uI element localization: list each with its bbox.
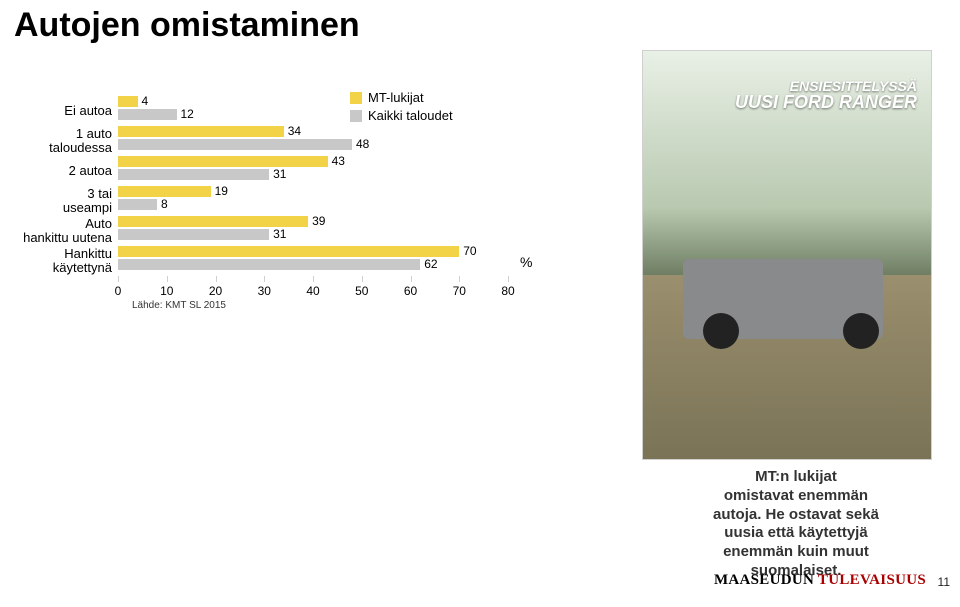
bar-group: 198 [118,186,508,210]
bar-group: 4331 [118,156,508,180]
category-label: Hankittukäytettynä [0,246,112,276]
info-line: autoja. He ostavat sekä [713,506,879,523]
axis-tick-label: 40 [306,284,319,298]
promo-headline-line1: ENSIESITTELYSSÄ [735,79,917,93]
axis-tick [264,276,265,282]
axis-unit-label: % [520,254,532,270]
category-label: 1 autotaloudessa [0,126,112,156]
info-line: uusia että käytettyjä [724,524,867,541]
footer-brand: MAASEUDUN TULEVAISUUS [714,572,926,589]
promo-headline: ENSIESITTELYSSÄ UUSI FORD RANGER [735,79,917,111]
bar-value-label: 19 [215,184,228,198]
bar-group: 3448 [118,126,508,150]
chart-source: Lähde: KMT SL 2015 [132,300,226,311]
axis-tick [362,276,363,282]
axis-tick [459,276,460,282]
bar: 12 [118,109,177,120]
info-line: MT:n lukijat [755,468,837,485]
bar-value-label: 48 [356,137,369,151]
page-title: Autojen omistaminen [14,6,360,45]
axis-tick-label: 0 [115,284,122,298]
x-axis: 01020304050607080 [118,276,508,290]
bar-group: 7062 [118,246,508,270]
bar: 70 [118,246,459,257]
bar-value-label: 31 [273,227,286,241]
bar-group: 412 [118,96,508,120]
axis-tick-label: 70 [453,284,466,298]
category-label: 3 taiuseampi [0,186,112,216]
category-label: 2 autoa [0,156,112,186]
bar-value-label: 62 [424,257,437,271]
axis-tick [313,276,314,282]
brand-part1: MAASEUDUN [714,572,814,588]
category-label: Ei autoa [0,96,112,126]
bar: 48 [118,139,352,150]
axis-tick-label: 10 [160,284,173,298]
bar: 39 [118,216,308,227]
bar-value-label: 4 [142,94,149,108]
axis-tick [118,276,119,282]
axis-tick [216,276,217,282]
axis-tick-label: 30 [258,284,271,298]
promo-headline-line2: UUSI FORD RANGER [735,93,917,111]
page-number: 11 [938,575,950,589]
bar-value-label: 39 [312,214,325,228]
bar: 4 [118,96,138,107]
axis-tick [411,276,412,282]
bar: 62 [118,259,420,270]
bar-value-label: 34 [288,124,301,138]
bar-value-label: 70 [463,244,476,258]
axis-tick-label: 50 [355,284,368,298]
info-text: MT:n lukijat omistavat enemmän autoja. H… [666,468,926,581]
bar-value-label: 31 [273,167,286,181]
axis-tick-label: 20 [209,284,222,298]
bar: 43 [118,156,328,167]
axis-tick [167,276,168,282]
bar: 34 [118,126,284,137]
promo-image: ENSIESITTELYSSÄ UUSI FORD RANGER [642,50,932,460]
info-line: enemmän kuin muut [723,543,869,560]
bar: 19 [118,186,211,197]
category-label: Autohankittu uutena [0,216,112,246]
brand-part2: TULEVAISUUS [818,572,926,588]
bar: 8 [118,199,157,210]
bar-group: 3931 [118,216,508,240]
bar-chart: 412344843311983931706201020304050607080% [118,96,508,276]
bar-value-label: 8 [161,197,168,211]
category-labels: Ei autoa1 autotaloudessa2 autoa3 taiusea… [0,96,112,276]
axis-tick [508,276,509,282]
bar-value-label: 43 [332,154,345,168]
bar: 31 [118,169,269,180]
axis-tick-label: 60 [404,284,417,298]
axis-tick-label: 80 [501,284,514,298]
bar-value-label: 12 [181,107,194,121]
bar: 31 [118,229,269,240]
info-line: omistavat enemmän [724,487,868,504]
